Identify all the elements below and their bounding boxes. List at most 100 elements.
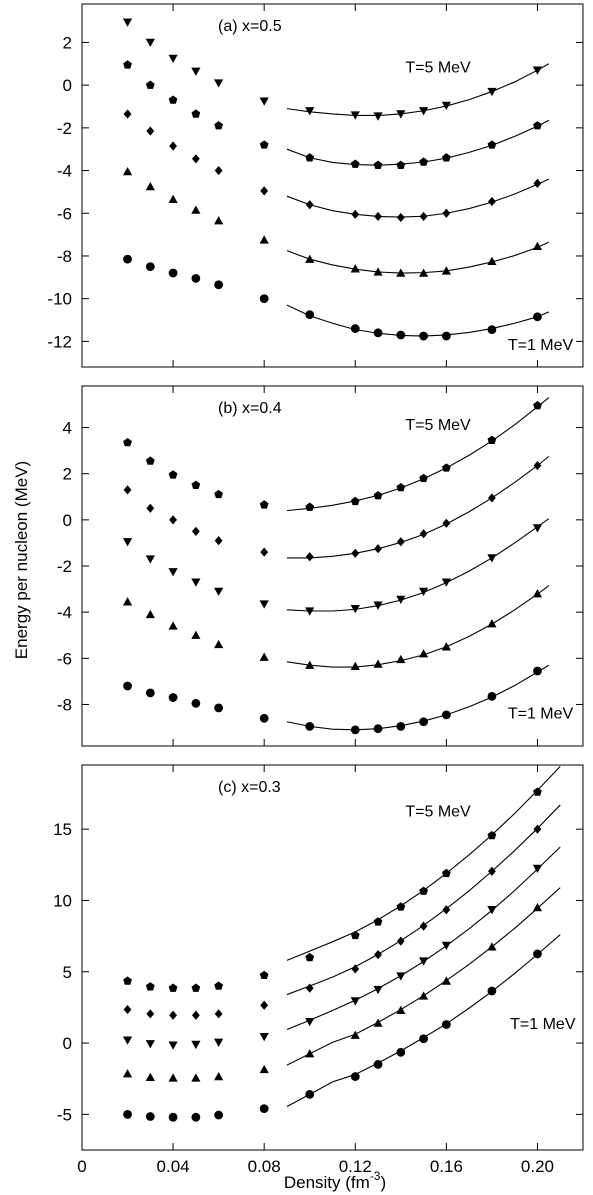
data-point-diamond bbox=[260, 186, 269, 196]
data-point-triangle-down bbox=[441, 941, 451, 950]
data-point-circle bbox=[419, 331, 428, 341]
data-point-pentagon bbox=[487, 140, 497, 149]
y-tick-label: 10 bbox=[53, 891, 72, 910]
data-point-diamond bbox=[374, 950, 382, 960]
data-point-triangle-up bbox=[441, 266, 451, 275]
data-point-diamond bbox=[123, 485, 132, 495]
data-point-triangle-up bbox=[396, 654, 406, 664]
data-point-diamond bbox=[123, 109, 132, 119]
panel-label: (a) x=0.5 bbox=[218, 18, 282, 35]
data-point-diamond bbox=[488, 493, 496, 503]
data-point-triangle-down bbox=[396, 110, 406, 119]
data-point-diamond bbox=[419, 529, 428, 539]
data-point-triangle-up bbox=[396, 1005, 406, 1014]
data-point-circle bbox=[396, 1047, 406, 1057]
data-point-pentagon bbox=[396, 902, 406, 911]
y-tick-label: 0 bbox=[63, 511, 72, 530]
data-point-pentagon bbox=[396, 482, 406, 492]
data-point-triangle-up bbox=[145, 1072, 155, 1081]
data-point-triangle-down bbox=[487, 87, 497, 97]
data-point-pentagon bbox=[145, 982, 155, 991]
data-point-circle bbox=[419, 1034, 428, 1044]
data-point-diamond bbox=[442, 905, 451, 915]
data-point-diamond bbox=[191, 1010, 200, 1020]
data-point-pentagon bbox=[533, 401, 542, 410]
data-point-diamond bbox=[260, 547, 269, 557]
data-point-triangle-down bbox=[145, 555, 155, 564]
data-point-circle bbox=[441, 1020, 451, 1029]
data-point-pentagon bbox=[214, 121, 224, 130]
data-point-triangle-down bbox=[191, 578, 201, 587]
data-point-diamond bbox=[351, 209, 360, 219]
data-point-pentagon bbox=[145, 80, 155, 89]
data-point-triangle-up bbox=[168, 621, 178, 630]
data-point-diamond bbox=[214, 536, 223, 546]
y-tick-label: -2 bbox=[57, 557, 72, 576]
data-point-triangle-up bbox=[259, 235, 269, 244]
data-point-pentagon bbox=[533, 787, 542, 796]
data-point-pentagon bbox=[123, 60, 132, 69]
data-point-triangle-down bbox=[168, 568, 178, 577]
data-point-triangle-down bbox=[532, 524, 543, 533]
data-point-triangle-up bbox=[122, 597, 133, 606]
data-point-circle bbox=[214, 703, 224, 713]
data-point-pentagon bbox=[191, 480, 201, 489]
data-point-triangle-up bbox=[373, 267, 383, 276]
data-point-triangle-up bbox=[373, 659, 383, 668]
data-point-pentagon bbox=[487, 830, 497, 840]
data-point-circle bbox=[487, 986, 497, 996]
fit-curve-3 bbox=[286, 119, 550, 166]
y-tick-label: -6 bbox=[57, 204, 72, 223]
data-point-pentagon bbox=[259, 970, 269, 980]
data-point-triangle-up bbox=[441, 976, 451, 985]
data-point-circle bbox=[259, 1104, 269, 1114]
data-point-diamond bbox=[442, 208, 451, 218]
panel-0: -12 -10 -8 -6 -4 -2 0 2 (a) x=0.5 T=5 MeV T=1 MeV bbox=[47, 3, 584, 368]
data-point-triangle-up bbox=[418, 268, 429, 277]
data-point-triangle-down bbox=[191, 1040, 201, 1050]
data-point-pentagon bbox=[259, 500, 269, 509]
y-tick-label: -8 bbox=[57, 695, 72, 714]
data-point-triangle-down bbox=[259, 1032, 269, 1042]
x-axis-title: Density (fm-3) bbox=[284, 1169, 386, 1192]
data-point-triangle-down bbox=[487, 554, 497, 563]
data-point-triangle-down bbox=[191, 67, 201, 76]
data-point-triangle-up bbox=[122, 1069, 133, 1078]
data-point-pentagon bbox=[214, 489, 224, 499]
data-point-diamond bbox=[123, 1004, 132, 1015]
fit-curve-3 bbox=[286, 804, 561, 996]
panel-label: (b) x=0.4 bbox=[218, 400, 282, 417]
data-point-diamond bbox=[214, 165, 223, 176]
data-point-triangle-down bbox=[168, 1041, 178, 1050]
data-point-circle bbox=[214, 280, 224, 290]
fit-curve-2 bbox=[286, 846, 561, 1031]
data-point-diamond bbox=[169, 515, 177, 525]
data-point-diamond bbox=[146, 126, 155, 136]
data-point-circle bbox=[168, 268, 178, 278]
data-point-circle bbox=[191, 1112, 201, 1122]
data-point-pentagon bbox=[123, 976, 132, 985]
data-point-triangle-down bbox=[214, 587, 224, 596]
data-point-circle bbox=[350, 1072, 360, 1081]
data-point-triangle-up bbox=[350, 264, 360, 273]
data-point-circle bbox=[441, 331, 451, 341]
data-point-triangle-down bbox=[373, 985, 383, 995]
data-point-triangle-up bbox=[305, 1049, 315, 1058]
data-point-pentagon bbox=[191, 983, 201, 992]
y-tick-label: 4 bbox=[63, 419, 72, 438]
data-point-circle bbox=[123, 681, 132, 691]
data-point-pentagon bbox=[533, 121, 542, 130]
data-point-triangle-down bbox=[305, 107, 315, 116]
data-point-pentagon bbox=[350, 159, 360, 168]
data-point-triangle-down bbox=[122, 18, 133, 27]
y-tick-label: -12 bbox=[47, 332, 72, 351]
data-point-pentagon bbox=[419, 157, 428, 166]
data-point-diamond bbox=[191, 154, 200, 164]
y-tick-label: -8 bbox=[57, 247, 72, 266]
data-point-triangle-up bbox=[145, 181, 155, 191]
x-tick-label: 0.08 bbox=[248, 1157, 281, 1176]
x-axis-title-main: Density (fm bbox=[284, 1173, 370, 1192]
panel-2: -5 0 5 10 15 0 0.04 0.08 0.12 0.16 0.20 (c) x=0.3 T=… bbox=[53, 764, 584, 1176]
fit-curve-2 bbox=[286, 518, 550, 612]
